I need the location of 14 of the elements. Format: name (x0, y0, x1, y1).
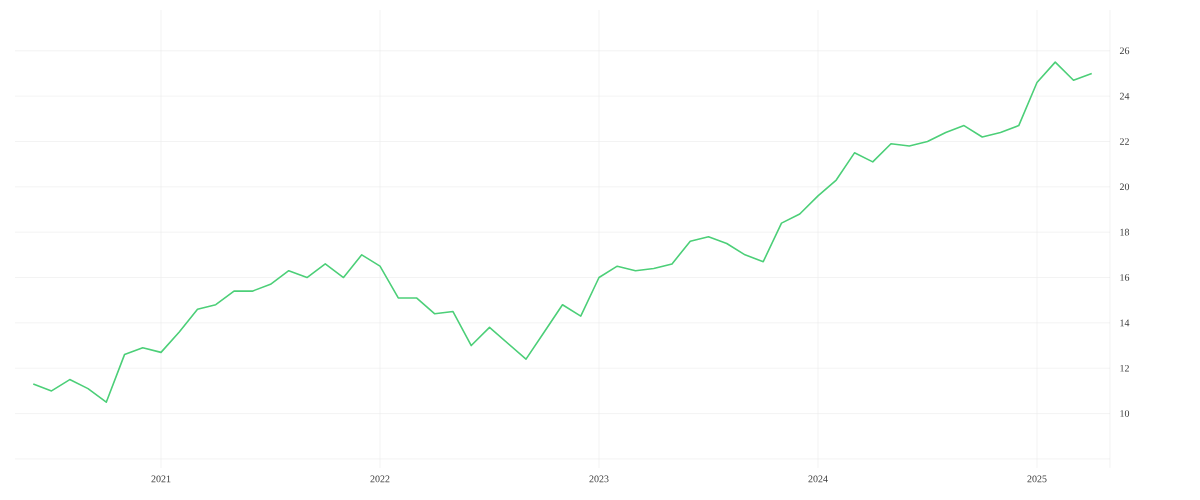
x-tick-label: 2024 (808, 475, 828, 483)
y-tick-label: 12 (1120, 364, 1129, 372)
x-tick-label: 2021 (151, 475, 171, 483)
x-tick-label: 2023 (589, 475, 609, 483)
x-tick-label: 2022 (370, 475, 390, 483)
y-tick-label: 20 (1119, 183, 1130, 191)
y-tick-label: 14 (1120, 319, 1130, 327)
y-tick-label: 26 (1119, 47, 1130, 55)
y-tick-label: 22 (1119, 138, 1129, 145)
y-tick-label: 18 (1120, 228, 1130, 236)
y-tick-label: 16 (1120, 274, 1130, 281)
x-tick-label: 2025 (1027, 475, 1047, 483)
y-tick-label: 24 (1119, 92, 1130, 100)
y-tick-label: 10 (1120, 410, 1130, 417)
